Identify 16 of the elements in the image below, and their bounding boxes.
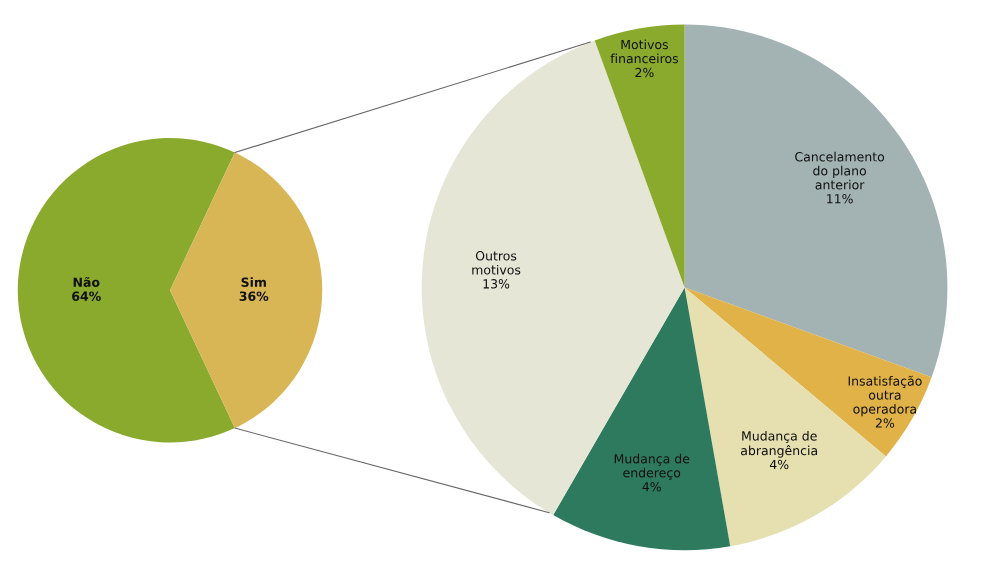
slice-label: Motivos financeiros: [610, 39, 679, 64]
data-label: 2%: [635, 67, 654, 78]
data-label: 36%: [239, 291, 269, 301]
slice-label: Sim: [241, 277, 266, 287]
slice-label: Mudança de abrangência: [741, 430, 818, 458]
slice-label: Outros motivos: [472, 251, 521, 275]
slice-label: Insatisfação outra operadora: [848, 375, 922, 417]
data-label: 2%: [875, 418, 895, 428]
slice-label: Não: [73, 277, 100, 287]
data-label: 64%: [72, 291, 101, 301]
slice-label: Mudança de endereço: [614, 453, 690, 480]
data-label: 4%: [769, 459, 789, 470]
data-label: 13%: [483, 279, 510, 289]
data-label: 4%: [642, 481, 661, 492]
data-label: 11%: [827, 194, 853, 204]
slice-label: Cancelamento do plano anterior: [795, 151, 885, 190]
